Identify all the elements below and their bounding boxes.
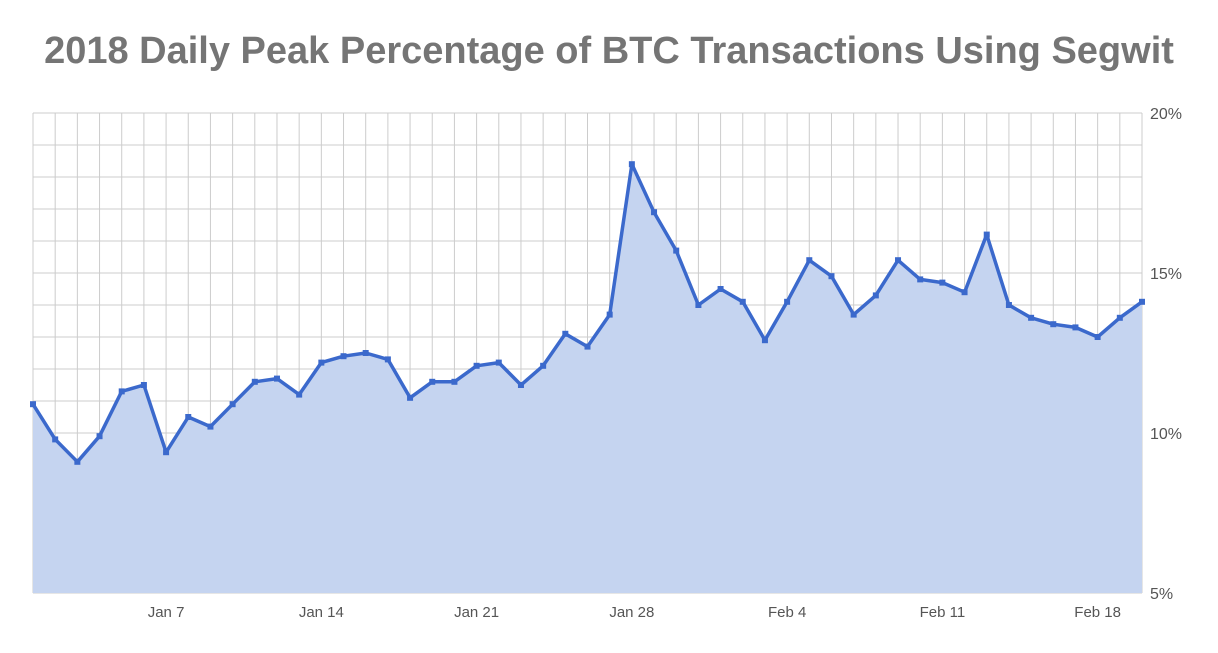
data-point [540,362,547,369]
data-point [52,436,59,443]
x-tick-label: Jan 7 [148,604,185,621]
data-point [606,311,613,318]
y-axis-ticks: 5% 10% 15% 20% [1150,106,1182,603]
x-tick-label: Jan 14 [299,604,344,621]
data-point [318,359,325,366]
data-point [1028,314,1035,321]
data-point [1116,314,1123,321]
data-point [407,394,414,401]
data-point [961,289,968,296]
data-point [983,231,990,238]
y-tick-label: 5% [1150,586,1173,603]
data-point [673,247,680,254]
y-tick-label: 20% [1150,106,1182,123]
series-area-fill [33,164,1142,593]
data-point [939,279,946,286]
data-point [828,273,835,280]
data-point [185,414,192,420]
x-tick-label: Jan 28 [609,604,654,621]
data-point [495,359,502,366]
data-point [429,378,436,385]
y-tick-label: 10% [1150,426,1182,443]
data-point [1005,302,1012,308]
series-points [30,161,1145,465]
data-point [473,362,480,369]
x-tick-label: Feb 11 [920,604,966,621]
data-point [850,311,857,318]
data-point [96,433,103,440]
data-point [1139,298,1145,305]
data-point [384,356,391,363]
x-axis-ticks: Jan 7 Jan 14 Jan 21 Jan 28 Feb 4 Feb 11 Feb 18 [148,604,1121,621]
data-point [74,458,81,465]
data-point [229,401,236,408]
data-point [118,388,125,395]
y-tick-label: 15% [1150,266,1182,283]
x-tick-label: Jan 21 [454,604,499,621]
data-point [451,378,458,385]
data-point [562,330,569,337]
data-point [1050,321,1057,328]
data-point [163,449,170,456]
data-point [1094,334,1101,340]
x-tick-label: Feb 4 [768,604,806,621]
data-point [628,161,635,168]
data-point [251,378,258,385]
data-point [207,423,214,430]
data-point [517,382,524,388]
x-tick-label: Feb 18 [1074,604,1121,621]
data-point [362,350,369,356]
data-point [695,302,702,308]
data-point [296,391,303,398]
data-point [761,337,768,344]
data-point [273,375,280,382]
chart-title: 2018 Daily Peak Percentage of BTC Transa… [44,30,1174,72]
data-point [784,298,791,305]
data-point [717,286,724,292]
data-point [30,401,36,408]
data-point [806,257,813,264]
data-point [651,209,658,216]
data-point [1072,324,1079,331]
data-point [584,343,591,350]
data-point [895,257,902,264]
data-point [739,298,746,305]
data-point [340,353,347,360]
data-point [872,292,879,299]
data-point [140,382,147,388]
data-point [917,276,924,283]
